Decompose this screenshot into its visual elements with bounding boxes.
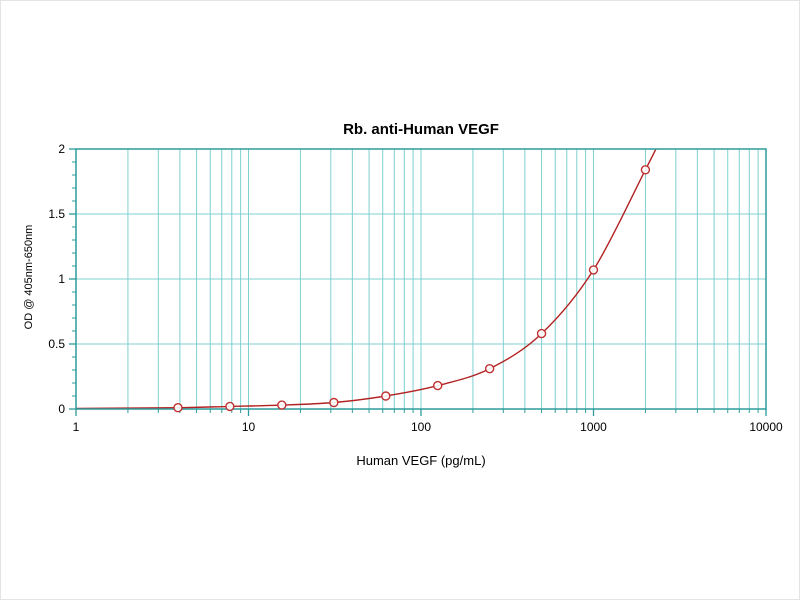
chart-title: Rb. anti-Human VEGF (343, 121, 499, 138)
x-tick-label: 100 (411, 420, 431, 434)
data-point-marker (329, 397, 339, 408)
x-tick-label: 10000 (749, 420, 783, 434)
data-point-marker (588, 265, 599, 275)
data-point-marker (536, 328, 547, 339)
data-point-marker (225, 401, 235, 412)
standard-curve-line (76, 149, 657, 409)
data-point-marker (381, 391, 391, 401)
x-axis-label: Human VEGF (pg/mL) (356, 453, 486, 468)
x-tick-label: 1 (73, 420, 80, 434)
data-point-marker (433, 380, 443, 391)
y-tick-label: 2 (58, 142, 65, 156)
data-point-marker (277, 400, 287, 410)
y-tick-label: 1.5 (48, 207, 65, 221)
data-point-marker (484, 364, 495, 374)
x-tick-label: 10 (242, 420, 256, 434)
y-tick-label: 0.5 (48, 337, 65, 351)
y-tick-label: 0 (58, 402, 65, 416)
y-tick-label: 1 (58, 272, 65, 286)
data-point-marker (173, 403, 183, 413)
x-tick-label: 1000 (580, 420, 607, 434)
data-point-marker (640, 165, 651, 175)
